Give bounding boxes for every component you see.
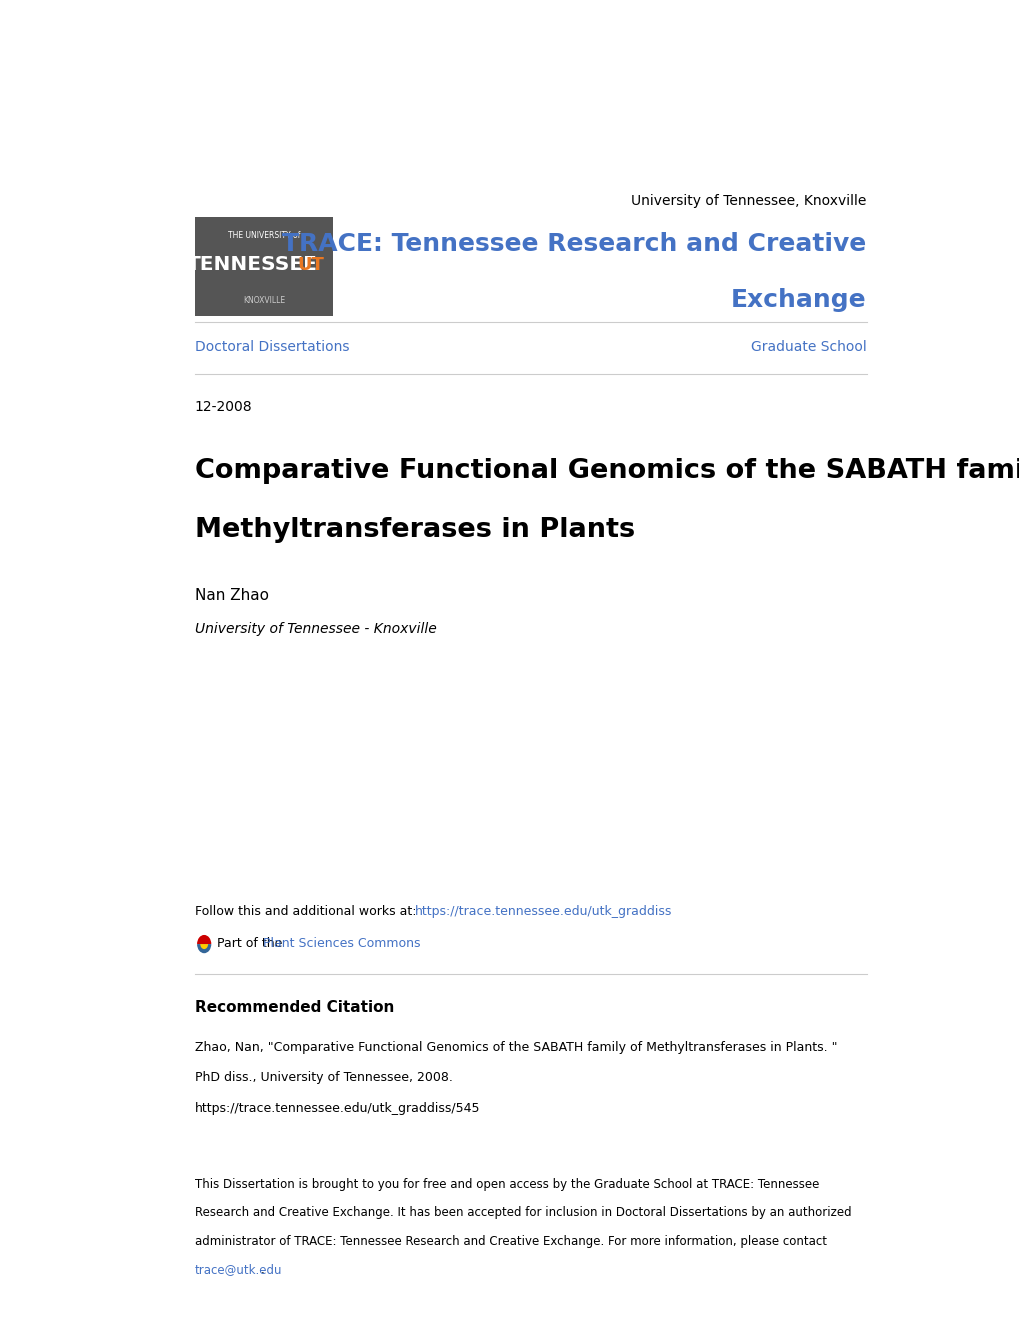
Text: TENNESSEE: TENNESSEE [186, 255, 317, 275]
Text: Research and Creative Exchange. It has been accepted for inclusion in Doctoral D: Research and Creative Exchange. It has b… [195, 1206, 851, 1220]
Text: Methyltransferases in Plants: Methyltransferases in Plants [195, 517, 634, 544]
Text: trace@utk.edu: trace@utk.edu [195, 1263, 282, 1276]
Text: UT: UT [298, 256, 324, 273]
Text: Exchange: Exchange [731, 289, 866, 313]
Text: TRACE: Tennessee Research and Creative: TRACE: Tennessee Research and Creative [282, 231, 866, 256]
Text: administrator of TRACE: Tennessee Research and Creative Exchange. For more infor: administrator of TRACE: Tennessee Resear… [195, 1234, 825, 1247]
Text: Graduate School: Graduate School [750, 341, 866, 354]
Text: THE UNIVERSITY of: THE UNIVERSITY of [227, 231, 300, 240]
Text: Follow this and additional works at:: Follow this and additional works at: [195, 906, 420, 919]
Text: Comparative Functional Genomics of the SABATH family of: Comparative Functional Genomics of the S… [195, 458, 1019, 484]
Text: https://trace.tennessee.edu/utk_graddiss/545: https://trace.tennessee.edu/utk_graddiss… [195, 1102, 480, 1114]
Text: Plant Sciences Commons: Plant Sciences Commons [263, 937, 420, 950]
Text: Zhao, Nan, "Comparative Functional Genomics of the SABATH family of Methyltransf: Zhao, Nan, "Comparative Functional Genom… [195, 1040, 837, 1053]
Text: Doctoral Dissertations: Doctoral Dissertations [195, 341, 348, 354]
Text: KNOXVILLE: KNOXVILLE [243, 296, 284, 305]
Text: This Dissertation is brought to you for free and open access by the Graduate Sch: This Dissertation is brought to you for … [195, 1177, 818, 1191]
Text: 12-2008: 12-2008 [195, 400, 252, 414]
Text: University of Tennessee, Knoxville: University of Tennessee, Knoxville [631, 194, 866, 209]
Text: .: . [260, 1263, 264, 1276]
Text: Nan Zhao: Nan Zhao [195, 589, 268, 603]
FancyBboxPatch shape [195, 218, 333, 315]
Text: Recommended Citation: Recommended Citation [195, 1001, 393, 1015]
Text: Part of the: Part of the [217, 937, 286, 950]
Text: https://trace.tennessee.edu/utk_graddiss: https://trace.tennessee.edu/utk_graddiss [414, 906, 672, 919]
Wedge shape [197, 944, 211, 953]
Text: University of Tennessee - Knoxville: University of Tennessee - Knoxville [195, 622, 436, 636]
Wedge shape [200, 944, 208, 949]
Text: PhD diss., University of Tennessee, 2008.: PhD diss., University of Tennessee, 2008… [195, 1071, 452, 1084]
Wedge shape [197, 935, 211, 944]
